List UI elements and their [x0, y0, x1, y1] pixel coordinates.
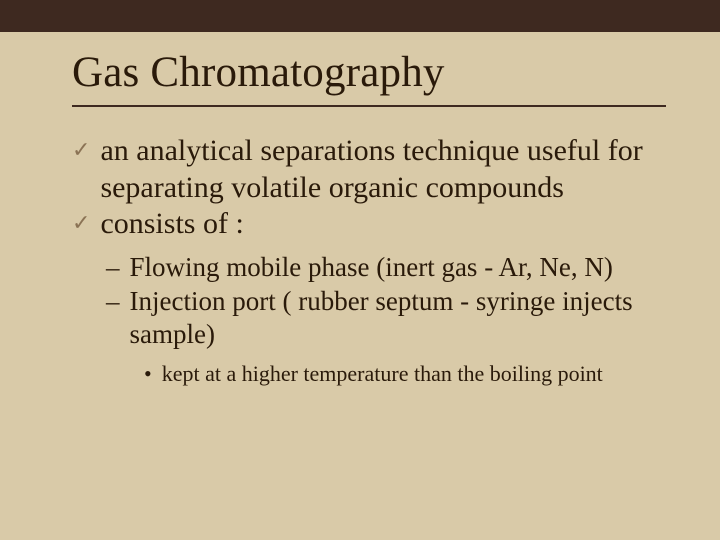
bullet-list-level3: • kept at a higher temperature than the …: [144, 360, 666, 388]
list-item-text: consists of :: [100, 206, 243, 243]
list-item-text: an analytical separations technique usef…: [100, 133, 666, 206]
check-icon: ✓: [72, 139, 90, 161]
check-icon: ✓: [72, 212, 90, 234]
top-accent-band: [0, 0, 720, 32]
list-item-text: Flowing mobile phase (inert gas - Ar, Ne…: [130, 251, 613, 285]
dash-icon: –: [106, 251, 120, 285]
dot-icon: •: [144, 360, 152, 388]
dash-icon: –: [106, 285, 120, 319]
list-item-text: Injection port ( rubber septum - syringe…: [130, 285, 667, 353]
list-item-text: kept at a higher temperature than the bo…: [162, 360, 603, 388]
title-underline: [72, 105, 666, 107]
bullet-list-level2: – Flowing mobile phase (inert gas - Ar, …: [106, 251, 666, 352]
slide-content: Gas Chromatography ✓ an analytical separ…: [0, 32, 720, 412]
list-item: – Injection port ( rubber septum - syrin…: [106, 285, 666, 353]
list-item: • kept at a higher temperature than the …: [144, 360, 666, 388]
slide-title: Gas Chromatography: [72, 48, 666, 97]
list-item: – Flowing mobile phase (inert gas - Ar, …: [106, 251, 666, 285]
list-item: ✓ consists of :: [72, 206, 666, 243]
list-item: ✓ an analytical separations technique us…: [72, 133, 666, 206]
bullet-list-level1: ✓ an analytical separations technique us…: [72, 133, 666, 243]
